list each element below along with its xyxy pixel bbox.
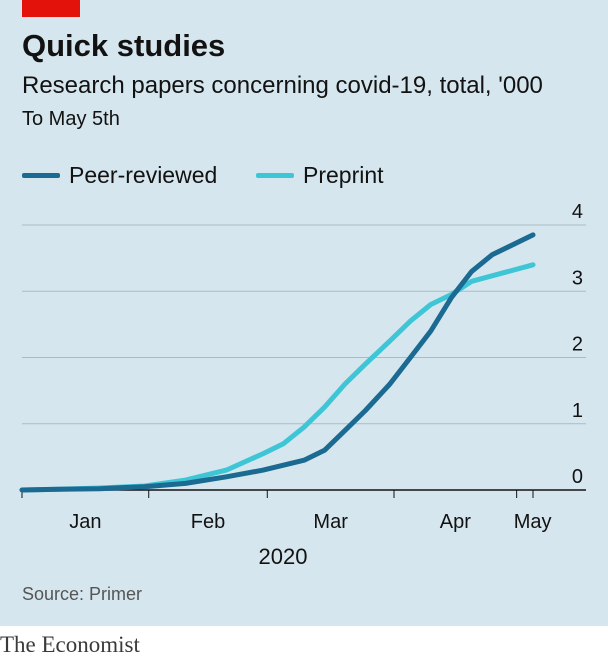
- y-tick-label: 3: [572, 267, 583, 289]
- legend-item-preprint: Preprint: [256, 162, 384, 189]
- x-tick-label: Feb: [191, 511, 225, 533]
- chart-panel: [0, 0, 608, 626]
- x-axis-year-label: 2020: [259, 544, 308, 569]
- brand-logo: The Economist: [0, 632, 140, 657]
- y-tick-label: 1: [572, 400, 583, 422]
- brand-red-tag: [22, 0, 80, 17]
- legend-swatch-preprint: [256, 173, 294, 178]
- legend-item-peer-reviewed: Peer-reviewed: [22, 162, 217, 189]
- chart-date-note: To May 5th: [22, 108, 120, 130]
- x-tick-label: May: [514, 511, 552, 533]
- y-tick-label: 2: [572, 334, 583, 356]
- y-tick-label: 0: [572, 466, 583, 488]
- line-chart: 0 1 2 3 4 Jan Feb Mar Apr May 2020: [19, 201, 586, 569]
- series-line-peer-reviewed: [19, 232, 536, 493]
- y-tick-label: 4: [572, 201, 583, 223]
- chart-title: Quick studies: [22, 28, 226, 63]
- series-line-preprint: [19, 262, 536, 493]
- source-note: Source: Primer: [22, 584, 143, 604]
- x-tick-label: Jan: [69, 511, 101, 533]
- legend-swatch-peer-reviewed: [22, 173, 60, 178]
- legend-label-preprint: Preprint: [303, 162, 384, 188]
- x-tick-label: Mar: [313, 511, 348, 533]
- chart-subtitle: Research papers concerning covid-19, tot…: [22, 72, 543, 99]
- legend-label-peer-reviewed: Peer-reviewed: [69, 162, 218, 188]
- x-tick-label: Apr: [440, 511, 471, 533]
